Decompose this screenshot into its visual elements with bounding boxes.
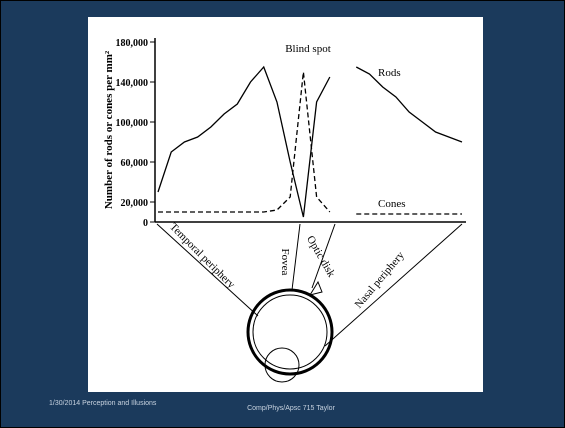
series-label: Rods: [378, 67, 401, 79]
slide: Number of rods or cones per mm² 0 20,000 6…: [1, 1, 564, 427]
figure: Number of rods or cones per mm² 0 20,000 6…: [0, 0, 563, 426]
footer-left: 1/30/2014 Perception and Illusions: [49, 399, 159, 408]
y-tick-label: 60,000: [121, 158, 149, 169]
annotation: Fovea: [279, 249, 291, 276]
y-tick-label: 20,000: [121, 198, 149, 209]
y-axis-label: Number of rods or cones per mm²: [103, 50, 115, 209]
y-tick-label: 140,000: [116, 78, 149, 89]
series-label: Cones: [378, 198, 406, 210]
annotation: Blind spot: [285, 43, 331, 55]
y-tick-label: 0: [143, 218, 148, 229]
y-tick-label: 100,000: [116, 118, 149, 129]
y-tick-label: 180,000: [116, 38, 149, 49]
footer-center: Comp/Phys/Apsc 715 Taylor: [201, 404, 381, 413]
